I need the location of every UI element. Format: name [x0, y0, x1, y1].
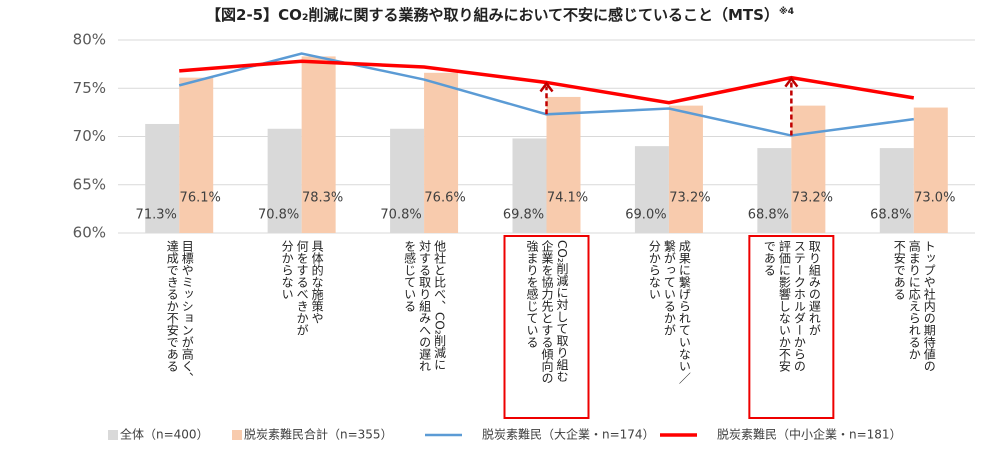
y-tick-label: 65%	[73, 175, 106, 193]
legend-label: 全体（n=400）	[120, 427, 209, 442]
x-tick-label: トップや社内の期待値の 高まりに応えられるか 不安である	[892, 240, 937, 372]
bar	[512, 138, 547, 233]
y-tick-label: 75%	[73, 79, 106, 97]
value-label: 73.2%	[669, 191, 710, 206]
chart-title-box: 【図2-5】CO₂削減に関する業務や取り組みにおいて不安に感じていること（MTS…	[0, 4, 1000, 25]
value-label: 69.0%	[625, 208, 666, 223]
y-tick-label: 60%	[73, 224, 106, 242]
bar	[757, 148, 792, 233]
legend-swatch	[232, 430, 242, 440]
bar	[546, 96, 581, 233]
bar	[424, 72, 459, 233]
value-label: 68.8%	[870, 208, 911, 223]
bar	[301, 56, 336, 233]
arrow-head	[784, 76, 799, 88]
bar	[791, 105, 826, 233]
x-tick-label: 具体的な施策や 何をするべきかが 分からない	[280, 240, 325, 336]
bar	[668, 105, 703, 233]
legend-label: 脱炭素難民合計（n=355）	[244, 427, 393, 442]
value-label: 73.0%	[914, 191, 955, 206]
value-label: 71.3%	[136, 208, 177, 223]
highlight-box	[503, 235, 590, 419]
x-tick-label: 取り組みの遅れが ステークホルダーからの 評価に影響しないか不安 である	[762, 240, 822, 372]
y-tick-label: 80%	[73, 31, 106, 49]
legend-swatch	[108, 430, 118, 440]
value-label: 70.8%	[258, 208, 299, 223]
x-tick-label: 成果に繋げられていない／ 繋がっているかが 分からない	[647, 240, 692, 384]
bar	[913, 107, 948, 233]
legend-label: 脱炭素難民（大企業・n=174）	[482, 427, 655, 442]
bar	[879, 148, 914, 233]
title-note: ※4	[778, 7, 794, 17]
value-label: 73.2%	[792, 191, 833, 206]
value-label: 74.1%	[547, 191, 588, 206]
highlight-box	[748, 235, 835, 419]
value-label: 78.3%	[302, 191, 343, 206]
bar	[145, 123, 180, 233]
chart-title: 【図2-5】CO₂削減に関する業務や取り組みにおいて不安に感じていること（MTS…	[206, 6, 779, 24]
value-label: 68.8%	[748, 208, 789, 223]
value-label: 69.8%	[503, 208, 544, 223]
legend-label: 脱炭素難民（中小企業・n=181）	[717, 427, 902, 442]
value-label: 76.1%	[180, 191, 221, 206]
arrow-head	[539, 81, 554, 93]
bar	[267, 128, 302, 233]
x-tick-label: 他社と比べ、CO₂削減に 対する取り組みへの遅れ を感じている	[402, 240, 447, 372]
y-tick-label: 70%	[73, 127, 106, 145]
x-tick-label: CO₂削減に対して取り組む 企業を協力先とする傾向の 強まりを感じている	[525, 240, 569, 384]
bar	[634, 146, 669, 233]
x-tick-label: 目標やミッションが高く、 達成できるか不安である	[165, 240, 195, 384]
bar	[179, 77, 214, 233]
bar	[390, 128, 425, 233]
value-label: 70.8%	[380, 208, 421, 223]
value-label: 76.6%	[424, 191, 465, 206]
